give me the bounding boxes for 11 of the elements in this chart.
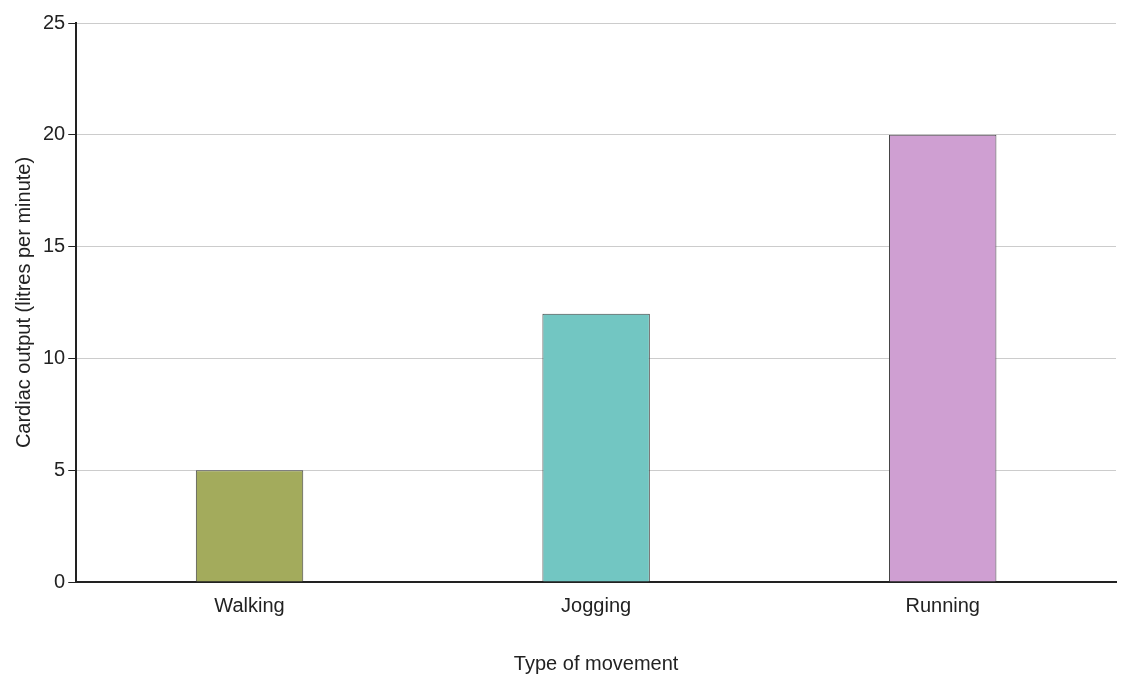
y-axis-title: Cardiac output (litres per minute) xyxy=(11,156,34,449)
y-tick-label: 25 xyxy=(43,10,66,33)
y-tick-label: 10 xyxy=(43,345,66,368)
y-tick-label: 15 xyxy=(43,234,66,257)
y-tick-label: 20 xyxy=(43,122,66,145)
y-tick-label: 5 xyxy=(54,457,66,480)
x-tick-label: Jogging xyxy=(561,593,632,616)
x-tick-label: Running xyxy=(905,593,980,616)
x-tick-label: Walking xyxy=(214,593,285,616)
y-tick-label: 0 xyxy=(54,569,66,592)
x-axis-title: Type of movement xyxy=(513,651,679,674)
